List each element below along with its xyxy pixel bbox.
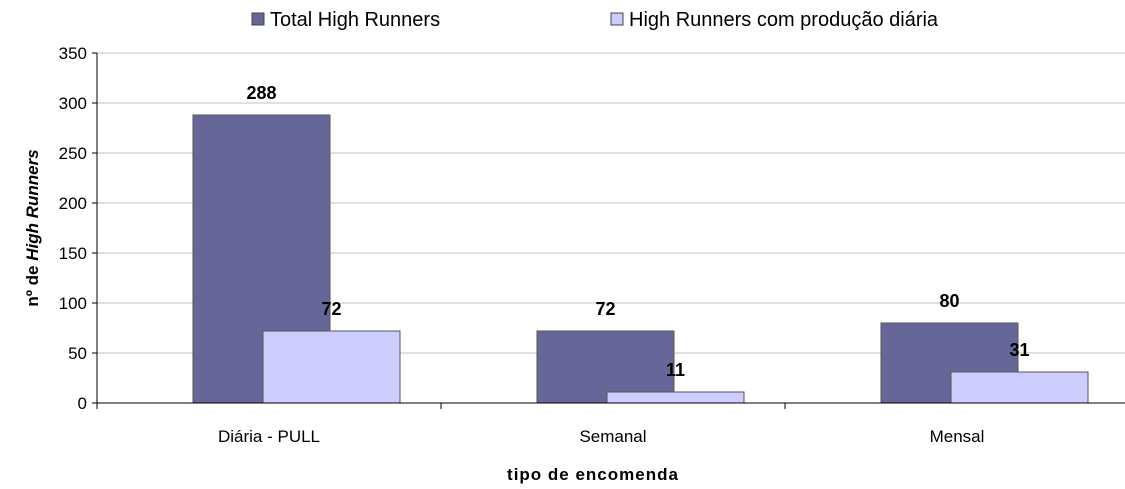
y-tick-labels: 0 50 100 150 200 250 300 350: [59, 44, 87, 413]
data-label: 288: [246, 83, 276, 103]
legend-swatch-total: [251, 12, 265, 26]
bars: [192, 114, 1089, 404]
x-tick-label: Mensal: [930, 427, 985, 446]
axes: [92, 52, 1125, 409]
y-tick-label: 250: [59, 144, 87, 163]
y-tick-label: 300: [59, 94, 87, 113]
data-label: 11: [666, 360, 685, 380]
bar: [536, 330, 675, 404]
x-tick-label: Diária - PULL: [218, 427, 320, 446]
y-axis-title: nº de High Runners: [23, 149, 42, 306]
data-labels: 288 72 72 11 80 31: [246, 83, 1029, 380]
y-tick-label: 100: [59, 294, 87, 313]
y-axis-title-prefix: nº de: [23, 261, 42, 307]
bar: [262, 330, 401, 404]
bar: [950, 371, 1089, 404]
data-label: 80: [939, 291, 959, 311]
x-tick-label: Semanal: [579, 427, 646, 446]
y-tick-label: 200: [59, 194, 87, 213]
legend-label-daily: High Runners com produção diária: [629, 9, 939, 31]
data-label: 72: [595, 299, 615, 319]
legend-swatch-daily: [610, 12, 624, 26]
x-axis-title: tipo de encomenda: [507, 465, 679, 484]
data-label: 72: [321, 299, 341, 319]
data-label: 31: [1009, 340, 1029, 360]
y-axis-title-italic: High Runners: [23, 149, 42, 260]
y-tick-label: 0: [78, 394, 87, 413]
bar: [606, 391, 745, 404]
y-tick-label: 350: [59, 44, 87, 63]
y-tick-label: 150: [59, 244, 87, 263]
y-tick-label: 50: [68, 344, 87, 363]
legend-label-total: Total High Runners: [270, 9, 440, 31]
x-tick-labels: Diária - PULL Semanal Mensal: [218, 427, 984, 446]
legend: Total High Runners High Runners com prod…: [251, 9, 939, 31]
